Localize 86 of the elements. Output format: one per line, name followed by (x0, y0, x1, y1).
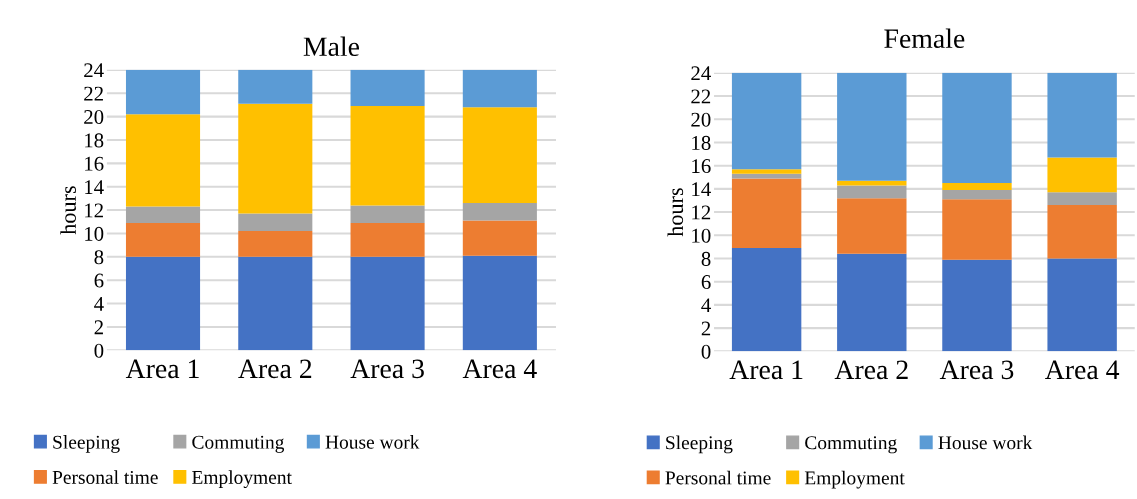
bar (1047, 192, 1117, 206)
bar (462, 203, 537, 221)
y-axis-title: hours (667, 188, 684, 237)
bar (350, 256, 425, 351)
legend-label: Commuting (192, 435, 285, 453)
x-tick-label: Area 3 (939, 360, 1014, 380)
y-tick-label: 24 (691, 66, 711, 81)
bar (238, 213, 313, 232)
bar (942, 259, 1012, 352)
y-tick-label: 14 (85, 180, 104, 194)
bar (125, 69, 201, 115)
legend-label: Employment (804, 470, 905, 489)
bar (125, 222, 201, 257)
bar (238, 231, 313, 257)
y-tick-label: 18 (692, 135, 711, 150)
bar (942, 199, 1012, 260)
y-tick-label: 18 (85, 133, 104, 148)
bar (731, 169, 802, 174)
y-tick-label: 16 (692, 159, 711, 174)
bar (837, 198, 907, 254)
y-tick-label: 2 (94, 320, 103, 335)
bar (125, 206, 201, 223)
bar (1047, 205, 1117, 259)
legend-label: Personal time (665, 470, 771, 485)
legend-label: Sleeping (53, 435, 120, 453)
bar (942, 190, 1012, 200)
y-tick-label: 12 (85, 203, 103, 218)
y-tick-label: 22 (691, 89, 711, 104)
bar (462, 107, 537, 204)
bar (238, 256, 313, 351)
y-tick-label: 20 (84, 109, 104, 125)
chart-title: Female (884, 28, 965, 49)
legend-label: Sleeping (666, 435, 733, 454)
y-tick-label: 0 (94, 343, 104, 358)
bar (1047, 157, 1117, 193)
x-tick-label: Area 3 (350, 359, 424, 379)
y-tick-label: 6 (94, 273, 104, 288)
y-tick-label: 10 (692, 228, 711, 243)
y-tick-label: 8 (701, 251, 711, 266)
bar (1047, 258, 1117, 352)
bar (837, 185, 907, 199)
y-tick-label: 8 (94, 250, 104, 265)
bar (942, 72, 1012, 184)
y-tick-label: 12 (692, 205, 711, 220)
bar (238, 103, 313, 214)
x-tick-label: Area 1 (729, 360, 803, 380)
bar (462, 255, 537, 351)
bar (350, 205, 425, 223)
y-tick-label: 10 (85, 226, 104, 241)
x-tick-label: Area 4 (1045, 360, 1120, 380)
bar (350, 69, 425, 107)
bar (837, 253, 907, 352)
bar (125, 114, 201, 207)
legend-label: Employment (192, 470, 292, 488)
bar (1047, 72, 1117, 158)
y-tick-label: 20 (691, 112, 711, 127)
y-tick-label: 14 (692, 182, 711, 197)
y-tick-label: 22 (84, 86, 103, 101)
y-axis-title: hours (60, 186, 76, 235)
bar (462, 220, 537, 256)
bar (350, 106, 425, 206)
y-tick-label: 0 (701, 344, 711, 359)
bar (125, 256, 201, 351)
legend-label: Personal time (52, 470, 158, 484)
bar (731, 248, 802, 352)
x-tick-label: Area 1 (125, 359, 199, 379)
y-tick-label: 24 (84, 63, 104, 78)
y-tick-label: 6 (701, 275, 711, 290)
x-tick-label: Area 2 (238, 359, 312, 379)
x-tick-label: Area 2 (834, 360, 908, 380)
bar (238, 69, 313, 104)
legend-label: House work (325, 435, 420, 449)
x-tick-label: Area 4 (462, 359, 537, 379)
y-tick-label: 4 (701, 298, 711, 313)
bar (731, 72, 802, 170)
legend-label: Commuting (805, 436, 897, 454)
y-tick-label: 16 (85, 156, 104, 171)
bar (350, 222, 425, 257)
y-tick-label: 2 (701, 321, 711, 336)
chart-title: Male (303, 36, 360, 57)
legend-label: House work (938, 435, 1033, 450)
y-tick-label: 4 (94, 297, 104, 311)
bar (731, 178, 802, 249)
bar (462, 69, 537, 108)
bar (837, 72, 907, 181)
bar (942, 183, 1012, 191)
